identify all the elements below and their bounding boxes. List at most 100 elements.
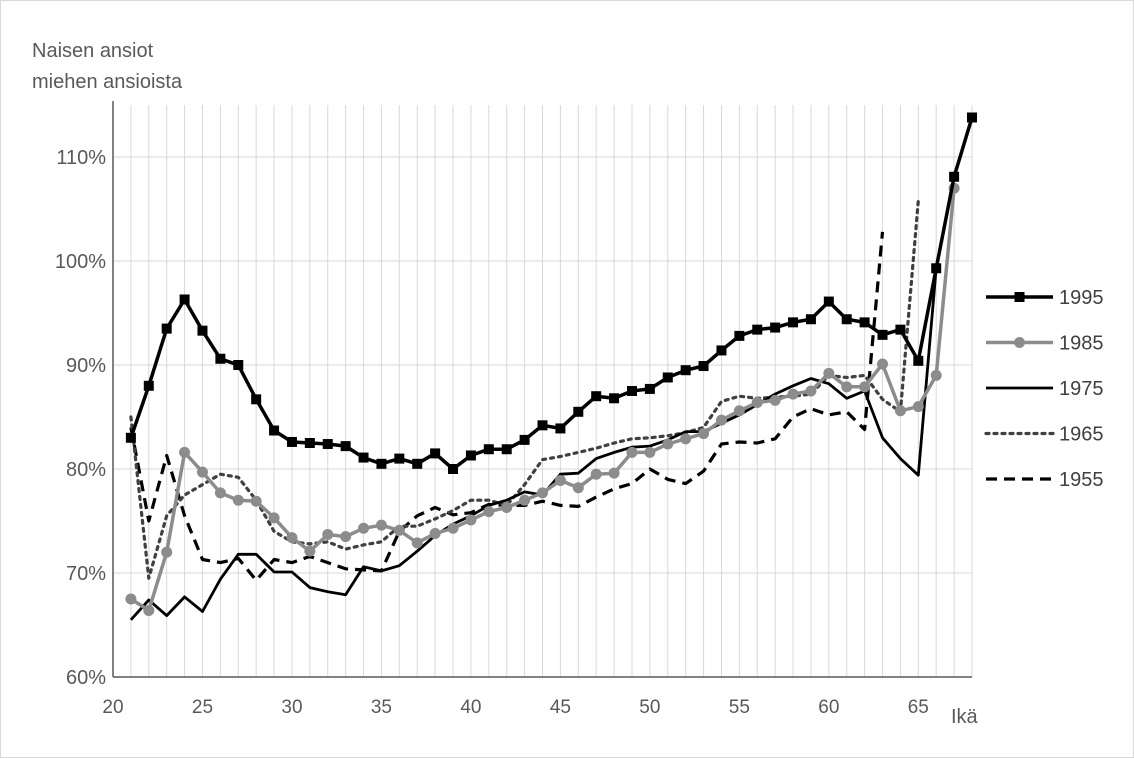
data-point-1995: [626, 386, 637, 396]
y-axis-label-line-1: Naisen ansiot: [32, 40, 154, 62]
legend-label-1995: 1995: [1059, 287, 1104, 309]
data-point-1985: [519, 494, 531, 506]
data-point-1995: [376, 458, 387, 469]
data-point-1985: [143, 604, 155, 616]
data-point-1995: [125, 432, 136, 443]
x-axis-label: Ikä: [951, 706, 979, 728]
series-line-1995: [129, 116, 974, 471]
data-point-1995: [340, 441, 351, 452]
legend-label-1975: 1975: [1059, 378, 1104, 400]
data-point-1985: [841, 381, 853, 393]
axes: 60% 70% 80% 90% 100% 110% 20 25 30 35 40 45 50 55 60 65: [55, 101, 972, 718]
grid: [113, 105, 973, 677]
data-point-1995: [609, 393, 620, 404]
y-tick-label: 90%: [66, 355, 106, 377]
y-tick-label: 110%: [56, 147, 106, 169]
y-tick-label: 60%: [66, 667, 106, 689]
data-point-1995: [233, 360, 244, 370]
data-point-1985: [590, 468, 602, 480]
data-point-1985: [125, 593, 137, 605]
x-tick-label: 30: [281, 697, 302, 718]
data-point-1995: [895, 324, 906, 335]
x-tick-label: 35: [371, 697, 392, 718]
data-point-1985: [912, 401, 924, 413]
data-point-1985: [447, 522, 459, 534]
data-point-1995: [967, 112, 977, 123]
x-tick-label: 45: [550, 697, 571, 718]
data-point-1995: [358, 452, 369, 463]
data-point-1995: [412, 458, 423, 469]
legend-marker-1995: [1014, 292, 1025, 302]
data-point-1985: [196, 466, 208, 478]
data-point-1985: [787, 388, 799, 400]
data-point-1995: [519, 434, 530, 445]
data-point-1995: [143, 380, 154, 391]
data-point-1985: [698, 428, 710, 440]
data-point-1985: [465, 514, 477, 526]
data-point-1985: [554, 474, 566, 486]
series-1995: [125, 112, 977, 474]
data-point-1985: [715, 414, 727, 426]
y-tick-label: 70%: [66, 563, 106, 585]
data-point-1995: [913, 355, 924, 366]
data-point-1995: [805, 314, 816, 325]
data-point-1985: [859, 381, 871, 393]
data-point-1985: [322, 529, 334, 541]
data-point-1985: [393, 524, 405, 536]
x-tick-label: 40: [460, 697, 481, 718]
series-line-1975: [129, 268, 938, 621]
x-tick-label: 25: [192, 697, 213, 718]
data-point-1995: [161, 323, 172, 334]
y-tick-label: 100%: [55, 251, 106, 273]
data-point-1985: [232, 494, 244, 506]
data-point-1995: [770, 322, 781, 333]
data-point-1995: [269, 425, 280, 436]
x-tick-label: 55: [729, 697, 750, 718]
data-point-1985: [644, 446, 656, 458]
series-1975: [129, 268, 938, 621]
data-point-1985: [680, 433, 692, 445]
data-point-1995: [788, 317, 799, 328]
data-point-1985: [823, 367, 835, 379]
data-point-1985: [179, 446, 191, 458]
data-point-1995: [662, 372, 673, 383]
legend-label-1985: 1985: [1059, 333, 1104, 355]
data-point-1995: [179, 294, 190, 305]
data-point-1995: [448, 464, 459, 474]
data-point-1995: [573, 406, 584, 417]
data-point-1995: [823, 296, 834, 307]
legend-marker-1985: [1014, 337, 1025, 348]
data-point-1995: [251, 394, 262, 405]
x-tick-label: 50: [639, 697, 660, 718]
legend-label-1965: 1965: [1059, 424, 1104, 446]
data-point-1995: [644, 383, 655, 394]
data-point-1995: [465, 450, 476, 461]
data-point-1985: [483, 506, 495, 518]
data-point-1985: [501, 501, 513, 513]
data-point-1985: [894, 405, 906, 417]
data-point-1995: [322, 439, 333, 450]
data-point-1995: [877, 329, 888, 340]
data-point-1985: [358, 522, 370, 534]
data-point-1985: [608, 467, 620, 479]
data-point-1995: [537, 420, 548, 431]
data-point-1985: [340, 531, 352, 543]
data-point-1985: [877, 358, 889, 370]
x-tick-label: 60: [818, 697, 839, 718]
y-tick-label: 80%: [66, 459, 106, 481]
data-point-1995: [734, 330, 745, 341]
x-tick-label: 20: [102, 697, 123, 718]
data-point-1995: [841, 314, 852, 325]
data-point-1995: [304, 438, 315, 448]
data-point-1995: [430, 448, 441, 459]
data-point-1985: [662, 438, 674, 450]
data-point-1985: [429, 527, 441, 539]
data-point-1985: [304, 545, 316, 557]
data-point-1985: [161, 546, 173, 558]
x-tick-label: 65: [908, 697, 929, 718]
y-axis-label-line-2: miehen ansioista: [32, 71, 183, 93]
data-point-1995: [591, 391, 602, 402]
data-point-1985: [537, 487, 548, 499]
data-point-1985: [250, 495, 262, 507]
